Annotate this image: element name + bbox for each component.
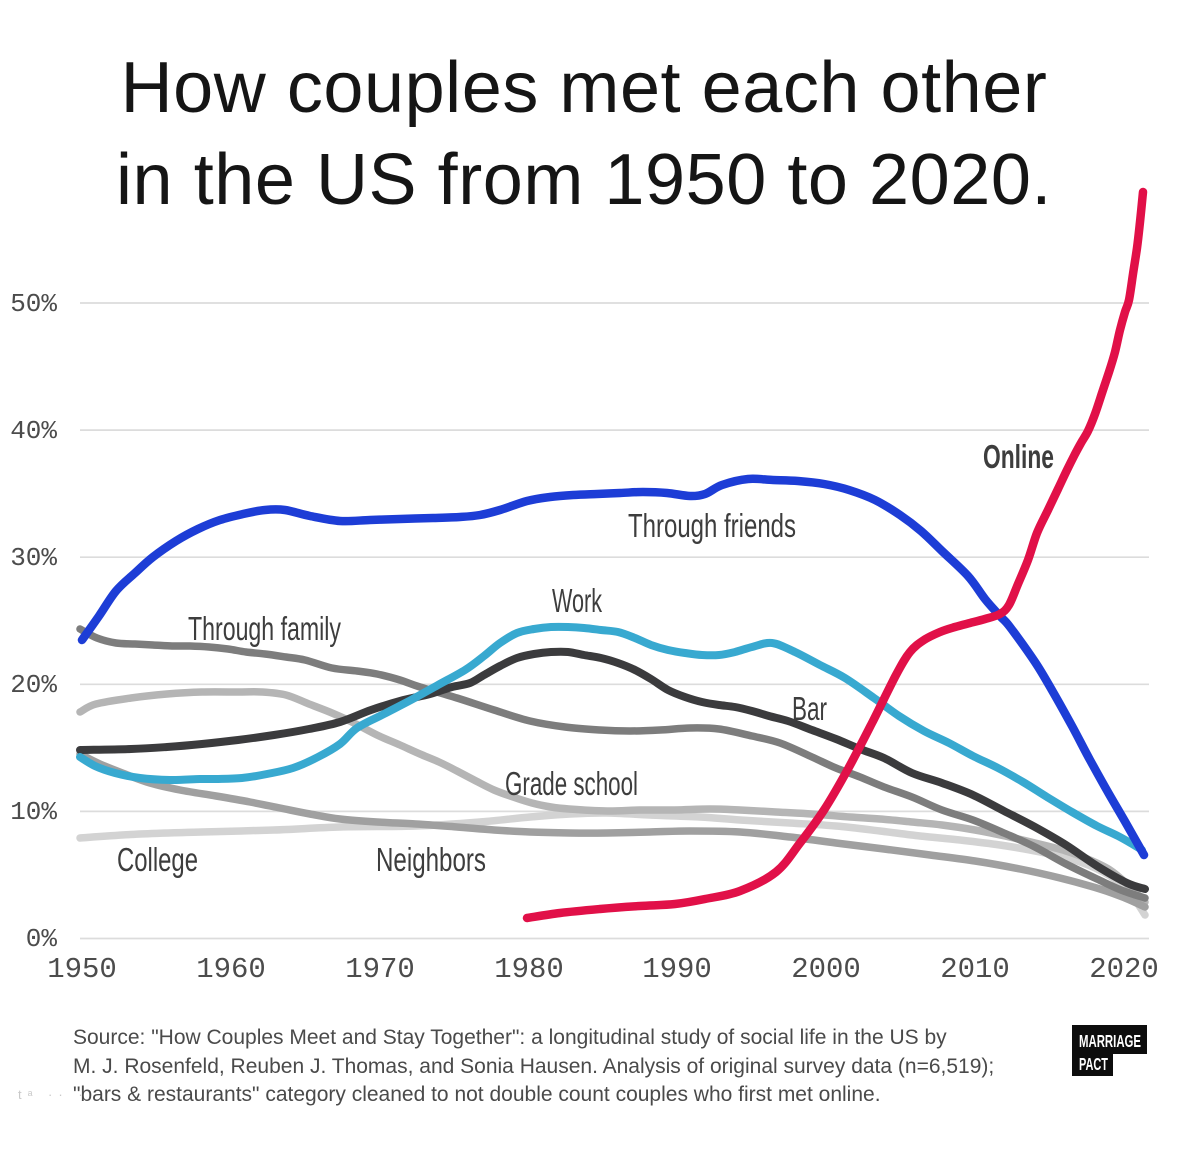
svg-text:Grade school: Grade school (505, 765, 638, 802)
svg-text:College: College (117, 841, 198, 878)
svg-text:Online: Online (983, 438, 1054, 475)
svg-text:Through family: Through family (188, 610, 341, 647)
svg-text:Work: Work (552, 582, 602, 619)
svg-text:Neighbors: Neighbors (376, 841, 486, 878)
svg-text:Through friends: Through friends (628, 507, 796, 544)
svg-text:Bar: Bar (792, 690, 827, 727)
